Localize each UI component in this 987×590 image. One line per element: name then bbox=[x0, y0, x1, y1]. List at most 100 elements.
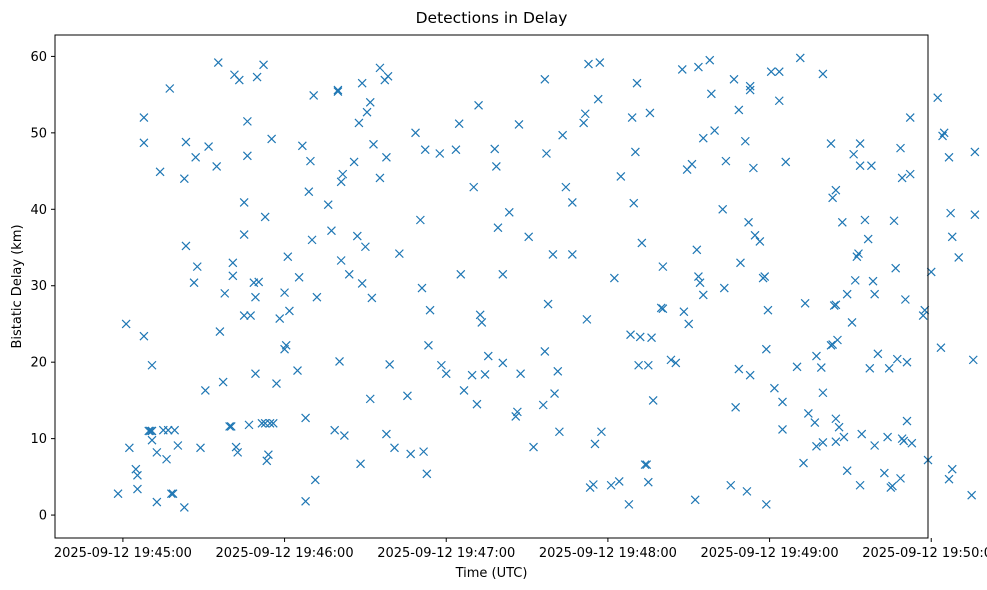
data-point bbox=[719, 283, 729, 293]
data-point bbox=[204, 142, 214, 152]
data-point bbox=[936, 343, 946, 353]
data-point bbox=[475, 310, 485, 320]
data-point bbox=[614, 477, 624, 486]
data-point bbox=[354, 118, 364, 128]
data-point bbox=[656, 303, 666, 313]
data-point bbox=[616, 171, 626, 181]
data-point bbox=[242, 116, 252, 126]
data-point bbox=[145, 426, 155, 436]
data-point bbox=[147, 435, 157, 445]
data-point bbox=[196, 443, 205, 453]
data-point bbox=[163, 425, 173, 435]
data-point bbox=[873, 349, 883, 359]
chart-title: Detections in Delay bbox=[416, 9, 568, 27]
data-point bbox=[339, 431, 349, 440]
data-point bbox=[406, 449, 416, 459]
data-point bbox=[896, 473, 905, 483]
data-point bbox=[152, 497, 162, 507]
data-point bbox=[360, 242, 370, 252]
data-point bbox=[301, 413, 311, 423]
x-axis: 2025-09-12 19:45:00 2025-09-12 19:46:00 20… bbox=[54, 538, 987, 561]
data-point bbox=[272, 379, 281, 389]
data-point bbox=[769, 383, 779, 393]
data-point bbox=[640, 460, 650, 470]
data-point bbox=[870, 441, 880, 450]
data-point bbox=[778, 397, 787, 407]
data-point bbox=[766, 67, 776, 77]
data-point bbox=[152, 447, 162, 457]
data-point bbox=[192, 262, 202, 272]
data-point bbox=[283, 252, 293, 262]
data-point bbox=[643, 360, 653, 370]
data-point bbox=[540, 74, 550, 84]
data-point bbox=[242, 151, 252, 161]
data-point bbox=[954, 253, 964, 262]
data-point bbox=[251, 292, 260, 302]
x-tick-label: 2025-09-12 19:47:00 bbox=[377, 546, 515, 561]
data-point bbox=[734, 105, 744, 115]
data-point bbox=[212, 162, 222, 171]
data-point bbox=[162, 454, 171, 464]
data-point bbox=[892, 354, 902, 364]
data-point bbox=[658, 262, 668, 272]
data-point bbox=[847, 318, 857, 327]
data-point bbox=[133, 484, 142, 494]
data-point bbox=[831, 185, 841, 195]
data-point bbox=[792, 362, 802, 372]
data-point bbox=[239, 230, 249, 239]
data-point bbox=[147, 426, 157, 436]
data-point bbox=[275, 314, 285, 324]
data-point bbox=[512, 407, 522, 417]
data-point bbox=[394, 249, 404, 259]
data-point bbox=[280, 288, 289, 298]
data-point bbox=[218, 377, 228, 387]
data-point bbox=[417, 283, 427, 293]
data-point bbox=[584, 59, 593, 69]
data-point bbox=[335, 356, 344, 366]
data-point bbox=[647, 333, 656, 343]
y-tick-label: 60 bbox=[30, 50, 47, 65]
x-tick-label: 2025-09-12 19:46:00 bbox=[216, 546, 354, 561]
data-point bbox=[902, 357, 912, 367]
data-point bbox=[710, 126, 720, 135]
data-point bbox=[645, 108, 655, 118]
data-point bbox=[939, 128, 949, 138]
data-point bbox=[344, 269, 354, 279]
data-point bbox=[918, 311, 928, 320]
data-point bbox=[383, 71, 393, 81]
data-point bbox=[375, 173, 385, 183]
data-point bbox=[330, 425, 340, 435]
data-point bbox=[946, 208, 956, 218]
data-point bbox=[514, 120, 524, 129]
data-point bbox=[246, 311, 256, 320]
data-point bbox=[579, 118, 589, 128]
data-point bbox=[553, 366, 563, 376]
data-point bbox=[304, 187, 314, 197]
data-point bbox=[124, 443, 134, 453]
data-point bbox=[866, 161, 876, 171]
data-point bbox=[637, 238, 647, 248]
data-point bbox=[884, 363, 894, 373]
data-point bbox=[327, 226, 336, 236]
y-tick-label: 40 bbox=[30, 203, 47, 218]
data-point bbox=[947, 464, 957, 474]
data-point bbox=[774, 96, 784, 106]
data-point bbox=[336, 177, 346, 187]
data-point bbox=[648, 395, 658, 405]
data-point bbox=[220, 288, 230, 298]
data-point bbox=[687, 159, 697, 169]
data-point bbox=[165, 84, 175, 93]
data-point bbox=[863, 234, 873, 244]
data-point bbox=[745, 370, 755, 380]
data-point bbox=[352, 231, 362, 241]
data-point bbox=[228, 271, 238, 281]
data-point bbox=[422, 469, 432, 479]
data-point bbox=[860, 215, 870, 225]
data-point bbox=[493, 223, 503, 233]
data-point bbox=[456, 269, 466, 279]
data-point bbox=[842, 466, 852, 476]
data-point bbox=[284, 306, 294, 316]
data-point bbox=[630, 147, 640, 157]
data-point bbox=[415, 215, 425, 225]
